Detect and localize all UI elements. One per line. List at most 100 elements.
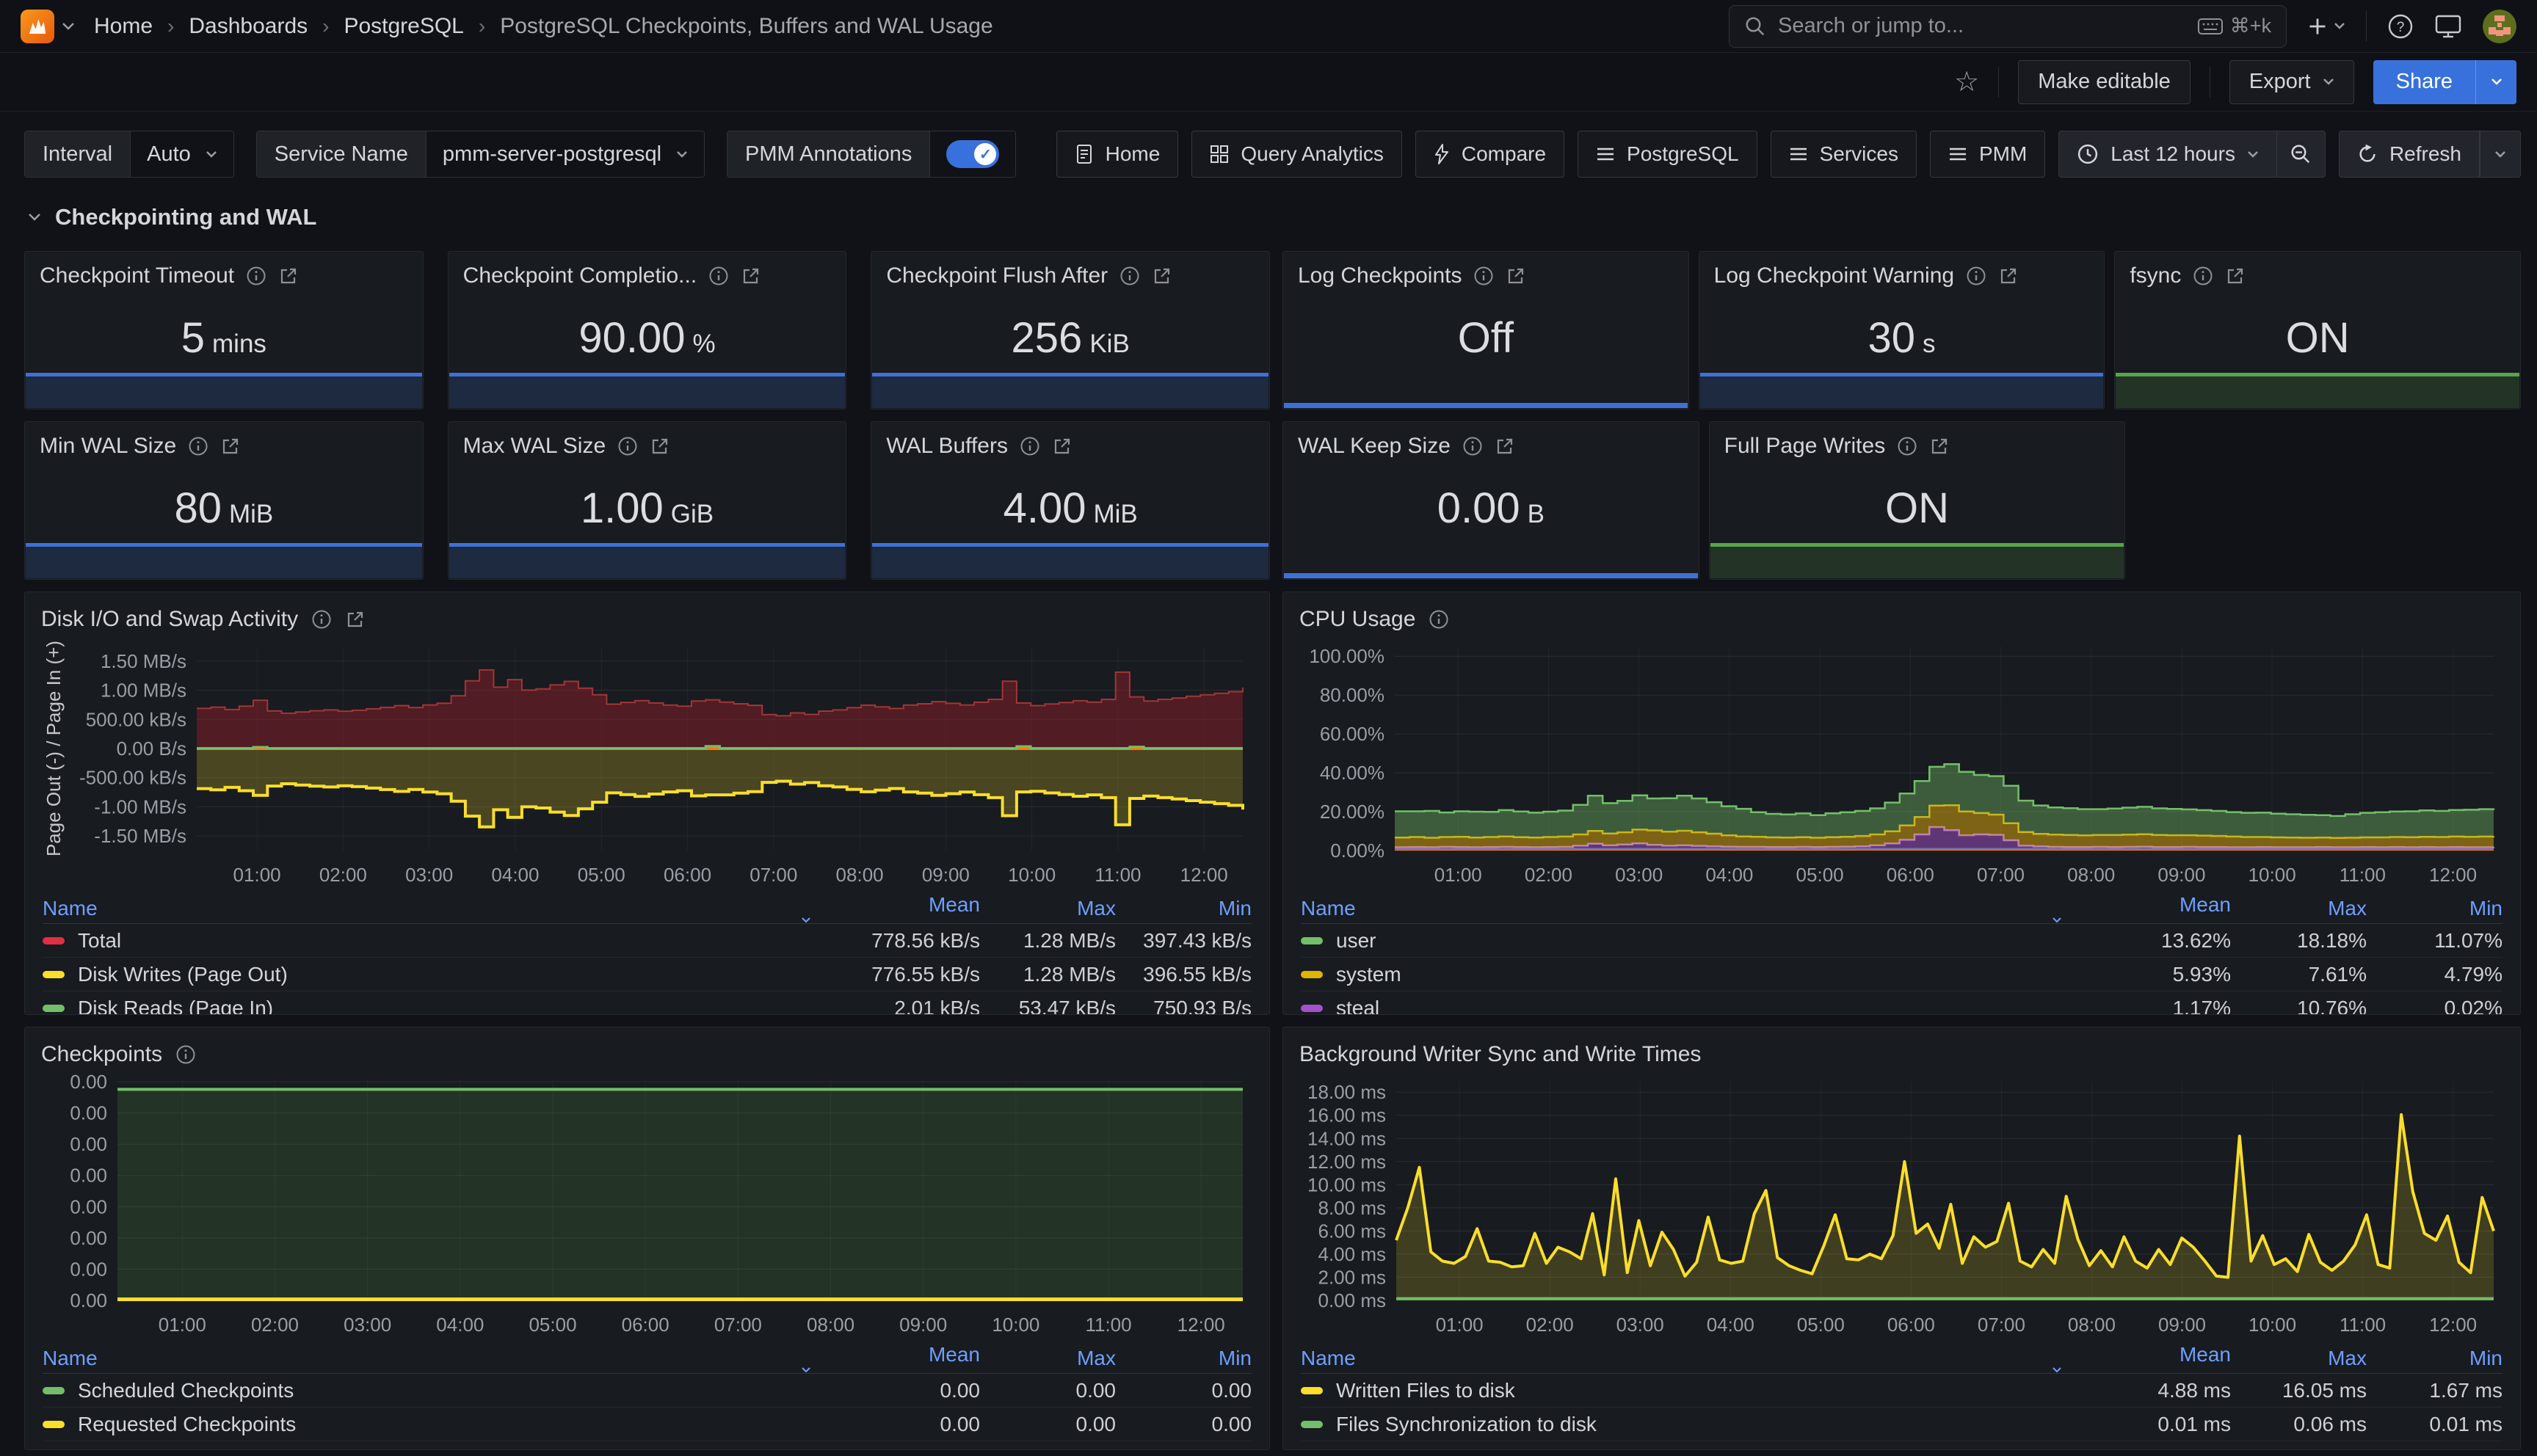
breadcrumb-item[interactable]: Dashboards — [189, 13, 308, 38]
top-nav-bar: Home › Dashboards › PostgreSQL › PostgreSQL Ch… — [0, 0, 2537, 53]
chevron-down-icon[interactable] — [62, 22, 75, 31]
refresh-button[interactable]: Refresh — [2338, 131, 2480, 178]
info-icon[interactable] — [188, 436, 208, 456]
interval-select[interactable]: Auto — [130, 131, 233, 177]
legend-header-min[interactable]: Min — [2469, 896, 2502, 920]
info-icon[interactable] — [1429, 609, 1449, 630]
search-input[interactable]: Search or jump to... ⌘+k — [1729, 4, 2287, 48]
svg-text:05:00: 05:00 — [529, 1314, 576, 1336]
legend-header-max[interactable]: Max — [1077, 1346, 1116, 1369]
dashboard-link-query-analytics[interactable]: Query Analytics — [1191, 131, 1402, 178]
add-new-button[interactable] — [2307, 16, 2345, 37]
series-name[interactable]: Disk Reads (Page In) — [78, 996, 274, 1015]
legend-header-name[interactable]: Name — [43, 1346, 98, 1369]
share-menu-button[interactable] — [2475, 59, 2516, 104]
external-link-icon[interactable] — [1998, 266, 2019, 286]
legend-header-name[interactable]: Name — [1301, 896, 1356, 920]
legend-header-max[interactable]: Max — [2328, 1346, 2367, 1369]
refresh-interval-button[interactable] — [2480, 131, 2521, 178]
external-link-icon[interactable] — [1929, 436, 1950, 456]
external-link-icon[interactable] — [2225, 266, 2246, 286]
series-name[interactable]: steal — [1336, 996, 1380, 1015]
dashboard-link-pmm[interactable]: PMM — [1929, 131, 2046, 178]
external-link-icon[interactable] — [1152, 266, 1172, 286]
chevron-down-icon — [206, 150, 217, 158]
series-name[interactable]: Scheduled Checkpoints — [78, 1378, 294, 1402]
pmm-annotations-toggle[interactable]: ✓ — [946, 140, 1000, 168]
info-icon[interactable] — [2193, 266, 2213, 286]
legend-header-mean[interactable]: Mean — [2047, 893, 2231, 923]
legend-header-name[interactable]: Name — [1301, 1346, 1356, 1369]
external-link-icon[interactable] — [345, 609, 366, 630]
info-icon[interactable] — [1966, 266, 1986, 286]
stat-value-number: 90.00 — [578, 314, 686, 362]
dashboard-link-postgresql[interactable]: PostgreSQL — [1578, 131, 1757, 178]
help-button[interactable]: ? — [2387, 13, 2414, 40]
series-name[interactable]: Files Synchronization to disk — [1336, 1412, 1597, 1435]
svg-text:02:00: 02:00 — [251, 1314, 299, 1336]
external-link-icon[interactable] — [650, 436, 670, 456]
export-button[interactable]: Export — [2229, 59, 2354, 104]
info-icon[interactable] — [246, 266, 266, 286]
legend-header-mean[interactable]: Mean — [796, 893, 980, 923]
disk-io-chart[interactable]: 1.50 MB/s 1.00 MB/s 500.00 kB/s 0.00 B/s -50… — [41, 636, 1253, 893]
series-name[interactable]: Written Files to disk — [1336, 1378, 1515, 1402]
info-icon[interactable] — [1462, 436, 1483, 456]
dashboard-link-services[interactable]: Services — [1770, 131, 1917, 178]
section-row-checkpointing-and-wal[interactable]: Checkpointing and WAL — [27, 204, 2521, 230]
cpu-usage-chart[interactable]: 100.00% 80.00% 60.00% 40.00% 20.00% 0.00% 01:0… — [1299, 636, 2504, 893]
grafana-logo-icon[interactable] — [21, 9, 54, 43]
checkpoints-chart[interactable]: 0.00 0.00 0.00 0.00 0.00 0.00 0.00 0.00 01:00 02:… — [41, 1071, 1253, 1343]
series-name[interactable]: Requested Checkpoints — [78, 1412, 297, 1435]
info-icon[interactable] — [1473, 266, 1494, 286]
legend-header-min[interactable]: Min — [1218, 1346, 1252, 1369]
share-button[interactable]: Share — [2373, 59, 2475, 104]
series-name[interactable]: Disk Writes (Page Out) — [78, 962, 288, 986]
link-label: PostgreSQL — [1627, 142, 1739, 165]
make-editable-button[interactable]: Make editable — [2018, 59, 2191, 104]
breadcrumb-item[interactable]: PostgreSQL — [344, 13, 464, 38]
info-icon[interactable] — [175, 1044, 196, 1065]
external-link-icon[interactable] — [1052, 436, 1072, 456]
external-link-icon[interactable] — [741, 266, 761, 286]
series-name[interactable]: Total — [78, 928, 122, 952]
legend-header-max[interactable]: Max — [2328, 896, 2367, 920]
info-icon[interactable] — [1119, 266, 1140, 286]
svg-text:09:00: 09:00 — [2158, 1314, 2206, 1336]
time-range-picker[interactable]: Last 12 hours — [2058, 131, 2277, 178]
series-max: 0.00 — [1075, 1378, 1117, 1402]
kiosk-mode-button[interactable] — [2434, 13, 2462, 40]
info-icon[interactable] — [708, 266, 729, 286]
dashboard-link-home[interactable]: Home — [1056, 131, 1179, 178]
info-icon[interactable] — [311, 609, 332, 630]
svg-text:12:00: 12:00 — [2429, 1314, 2477, 1336]
breadcrumb-item[interactable]: Home — [94, 13, 153, 38]
stat-value: 30 s — [1714, 288, 2090, 397]
external-link-icon[interactable] — [278, 266, 299, 286]
series-name[interactable]: user — [1336, 928, 1376, 952]
series-min: 0.00 — [1211, 1378, 1252, 1402]
legend-header-mean[interactable]: Mean — [796, 1343, 980, 1373]
favorite-star-icon[interactable]: ☆ — [1954, 66, 1980, 98]
legend-header-name[interactable]: Name — [43, 896, 98, 920]
time-zoom-out-button[interactable] — [2276, 131, 2326, 178]
legend-header-min[interactable]: Min — [1218, 896, 1252, 920]
svg-text:06:00: 06:00 — [622, 1314, 669, 1336]
external-link-icon[interactable] — [1506, 266, 1526, 286]
legend-header-mean[interactable]: Mean — [2047, 1343, 2231, 1373]
legend-header-max[interactable]: Max — [1077, 896, 1116, 920]
info-icon[interactable] — [1020, 436, 1040, 456]
service-name-select[interactable]: pmm-server-postgresql — [425, 131, 705, 177]
series-name[interactable]: system — [1336, 962, 1401, 986]
user-avatar[interactable] — [2483, 9, 2516, 43]
dashboard-link-compare[interactable]: Compare — [1415, 131, 1565, 178]
legend-header-min[interactable]: Min — [2469, 1346, 2502, 1369]
external-link-icon[interactable] — [1495, 436, 1515, 456]
svg-text:07:00: 07:00 — [1977, 864, 2025, 886]
external-link-icon[interactable] — [220, 436, 241, 456]
info-icon[interactable] — [617, 436, 638, 456]
svg-text:11:00: 11:00 — [1095, 864, 1141, 886]
info-icon[interactable] — [1897, 436, 1917, 456]
svg-text:10:00: 10:00 — [1008, 864, 1056, 886]
